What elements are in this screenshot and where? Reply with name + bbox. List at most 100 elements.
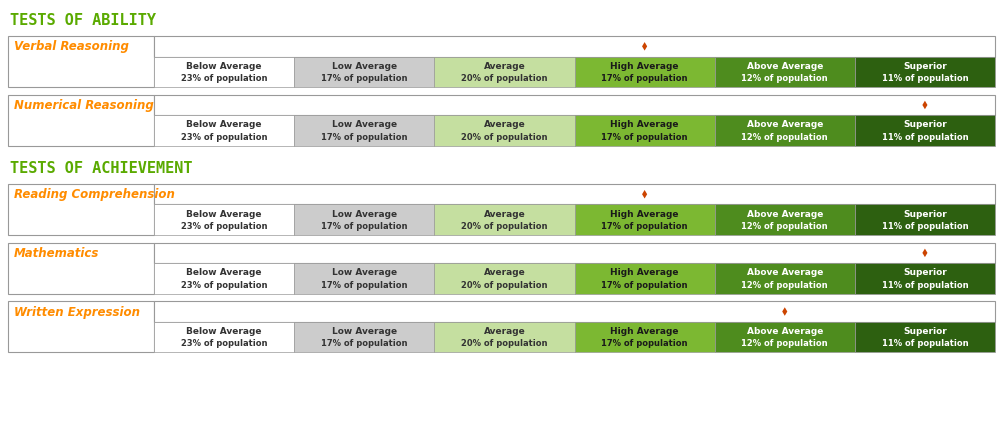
Polygon shape [642,42,647,51]
Bar [575,263,715,294]
Text: Above Average: Above Average [747,62,823,71]
Text: 17% of population: 17% of population [321,280,408,289]
Text: Below Average: Below Average [186,210,262,219]
Text: 11% of population: 11% of population [882,74,968,83]
Text: High Average: High Average [610,62,679,71]
Text: 20% of population: 20% of population [461,222,548,231]
Text: Superior: Superior [903,327,947,336]
Polygon shape [922,101,927,109]
Text: 17% of population: 17% of population [601,133,688,142]
Text: 17% of population: 17% of population [601,74,688,83]
Text: 20% of population: 20% of population [461,280,548,289]
Text: Numerical Reasoning: Numerical Reasoning [14,99,154,112]
Text: Low Average: Low Average [332,62,397,71]
Bar [855,322,995,352]
Text: 12% of population: 12% of population [741,280,828,289]
Polygon shape [922,249,927,257]
Text: Low Average: Low Average [332,120,397,130]
Text: 11% of population: 11% of population [882,222,968,231]
Text: High Average: High Average [610,327,679,336]
Text: 20% of population: 20% of population [461,339,548,348]
Text: 20% of population: 20% of population [461,74,548,83]
Bar [575,322,715,352]
Bar [434,263,575,294]
Bar [154,95,995,115]
Text: Above Average: Above Average [747,327,823,336]
Bar [855,115,995,146]
Bar [715,115,855,146]
Text: 17% of population: 17% of population [601,280,688,289]
Polygon shape [642,190,647,198]
Bar [154,243,995,263]
Text: 12% of population: 12% of population [741,74,828,83]
Bar [294,115,434,146]
Bar [154,263,294,294]
Text: 20% of population: 20% of population [461,133,548,142]
Bar [154,322,294,352]
Bar [855,263,995,294]
Text: Average: Average [484,327,525,336]
Text: Below Average: Below Average [186,327,262,336]
Text: High Average: High Average [610,120,679,130]
Bar [154,204,294,235]
Bar [575,204,715,235]
Text: 23% of population: 23% of population [181,222,267,231]
Text: Above Average: Above Average [747,210,823,219]
Bar [294,57,434,87]
Text: TESTS OF ABILITY: TESTS OF ABILITY [10,13,156,28]
Text: 17% of population: 17% of population [321,74,408,83]
Polygon shape [782,307,787,316]
Bar [8,95,154,146]
Bar [855,204,995,235]
Text: High Average: High Average [610,210,679,219]
Text: Superior: Superior [903,120,947,130]
Text: Superior: Superior [903,210,947,219]
Text: 12% of population: 12% of population [741,339,828,348]
Text: 17% of population: 17% of population [321,222,408,231]
Text: Average: Average [484,210,525,219]
Text: 11% of population: 11% of population [882,280,968,289]
Text: Average: Average [484,120,525,130]
Bar [434,57,575,87]
Text: 11% of population: 11% of population [882,339,968,348]
Text: 12% of population: 12% of population [741,133,828,142]
Bar [294,204,434,235]
Bar [434,322,575,352]
Bar [154,301,995,322]
Text: Low Average: Low Average [332,327,397,336]
Bar [8,36,154,87]
Text: 17% of population: 17% of population [321,339,408,348]
Bar [154,36,995,57]
Text: Verbal Reasoning: Verbal Reasoning [14,40,129,54]
Text: 17% of population: 17% of population [601,222,688,231]
Text: Superior: Superior [903,268,947,278]
Text: Low Average: Low Average [332,268,397,278]
Bar [294,263,434,294]
Text: Mathematics: Mathematics [14,247,99,260]
Text: Above Average: Above Average [747,120,823,130]
Bar [715,263,855,294]
Bar [154,115,294,146]
Text: Below Average: Below Average [186,62,262,71]
Text: Below Average: Below Average [186,120,262,130]
Bar [715,322,855,352]
Text: 11% of population: 11% of population [882,133,968,142]
Text: TESTS OF ACHIEVEMENT: TESTS OF ACHIEVEMENT [10,161,192,176]
Bar [715,204,855,235]
Text: Average: Average [484,268,525,278]
Text: 12% of population: 12% of population [741,222,828,231]
Text: Below Average: Below Average [186,268,262,278]
Text: Reading Comprehension: Reading Comprehension [14,188,175,201]
Text: Average: Average [484,62,525,71]
Bar [855,57,995,87]
Text: Written Expression: Written Expression [14,306,140,319]
Bar [294,322,434,352]
Text: Above Average: Above Average [747,268,823,278]
Text: 17% of population: 17% of population [321,133,408,142]
Bar [434,204,575,235]
Bar [8,184,154,235]
Bar [154,57,294,87]
Text: Superior: Superior [903,62,947,71]
Text: High Average: High Average [610,268,679,278]
Bar [575,57,715,87]
